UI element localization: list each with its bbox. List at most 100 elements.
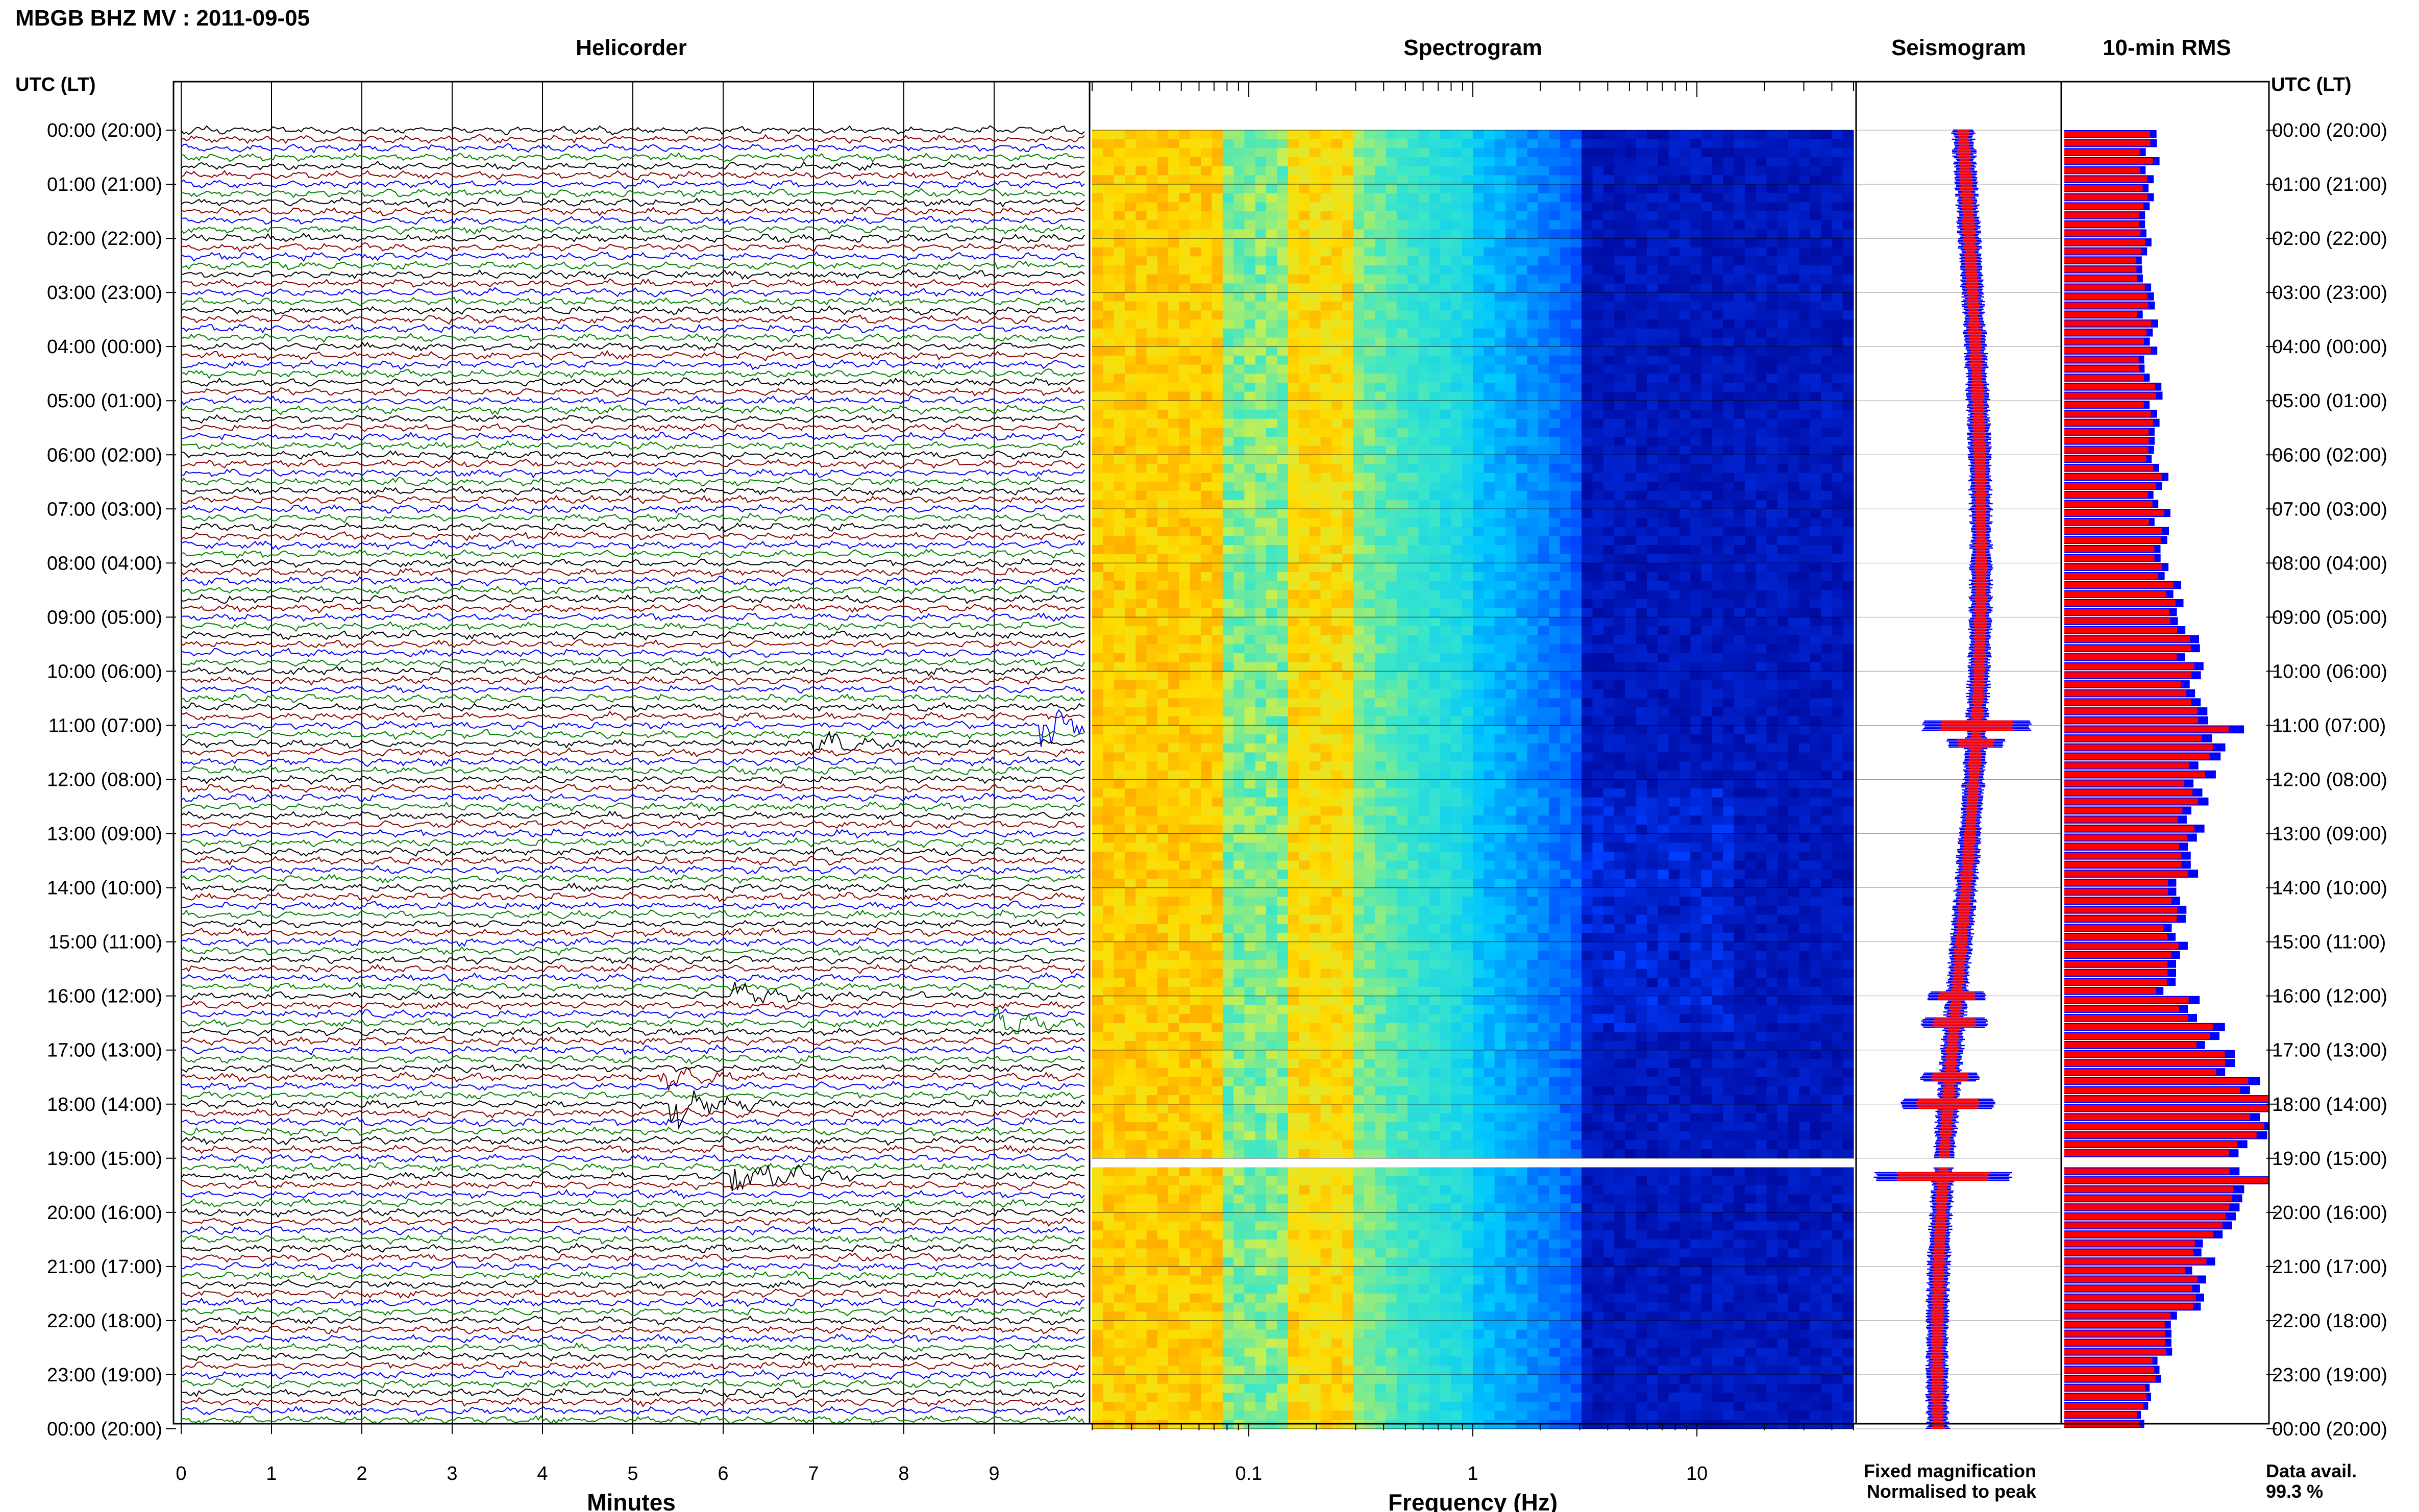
- spectrogram-cell: [1429, 445, 1441, 455]
- spectrogram-cell: [1777, 653, 1789, 663]
- spectrogram-cell: [1168, 644, 1180, 654]
- spectrogram-cell: [1549, 662, 1561, 672]
- spectrogram-cell: [1310, 319, 1321, 329]
- spectrogram-cell: [1549, 635, 1561, 645]
- spectrogram-cell: [1310, 653, 1321, 663]
- spectrogram-cell: [1255, 563, 1267, 573]
- spectrogram-cell: [1560, 283, 1571, 293]
- spectrogram-cell: [1201, 572, 1212, 582]
- spectrogram-cell: [1396, 130, 1408, 140]
- spectrogram-cell: [1668, 319, 1680, 329]
- spectrogram-cell: [1408, 473, 1419, 482]
- spectrogram-cell: [1625, 490, 1637, 501]
- spectrogram-cell: [1810, 292, 1821, 302]
- spectrogram-cell: [1168, 418, 1180, 428]
- spectrogram-cell: [1570, 509, 1582, 518]
- spectrogram-cell: [1288, 283, 1299, 293]
- spectrogram-cell: [1255, 211, 1267, 221]
- spectrogram-cell: [1821, 193, 1832, 203]
- spectrogram-cell: [1386, 391, 1397, 401]
- spectrogram-cell: [1625, 391, 1637, 401]
- spectrogram-cell: [1658, 581, 1669, 590]
- spectrogram-cell: [1821, 473, 1832, 482]
- spectrogram-cell: [1277, 527, 1289, 536]
- spectrogram-cell: [1766, 563, 1778, 573]
- spectrogram-cell: [1103, 734, 1115, 744]
- spectrogram-cell: [1353, 301, 1365, 311]
- spectrogram-cell: [1212, 689, 1223, 699]
- spectrogram-cell: [1331, 211, 1343, 221]
- spectrogram-cell: [1603, 301, 1615, 311]
- spectrogram-cell: [1136, 256, 1147, 266]
- spectrogram-cell: [1418, 382, 1430, 392]
- spectrogram-cell: [1842, 725, 1854, 735]
- spectrogram-cell: [1440, 482, 1451, 491]
- spectrogram-cell: [1440, 671, 1451, 681]
- spectrogram-cell: [1680, 626, 1691, 636]
- spectrogram-cell: [1592, 292, 1604, 302]
- spectrogram-cell: [1136, 184, 1147, 194]
- spectrogram-cell: [1690, 157, 1702, 167]
- spectrogram-cell: [1114, 455, 1125, 464]
- spectrogram-cell: [1527, 283, 1539, 293]
- spectrogram-cell: [1494, 265, 1506, 275]
- spectrogram-cell: [1179, 166, 1191, 176]
- spectrogram-cell: [1201, 490, 1212, 501]
- spectrogram-cell: [1647, 662, 1658, 672]
- spectrogram-cell: [1408, 139, 1419, 148]
- spectrogram-cell: [1462, 698, 1473, 708]
- spectrogram-cell: [1560, 653, 1571, 663]
- spectrogram-cell: [1331, 391, 1343, 401]
- spectrogram-cell: [1320, 355, 1332, 365]
- spectrogram-cell: [1277, 617, 1289, 627]
- spectrogram-cell: [1658, 500, 1669, 509]
- spectrogram-cell: [1212, 211, 1223, 221]
- spectrogram-cell: [1756, 148, 1767, 158]
- spectrogram-cell: [1114, 644, 1125, 654]
- spectrogram-cell: [1190, 590, 1201, 600]
- spectrogram-cell: [1233, 157, 1245, 167]
- spectrogram-cell: [1440, 256, 1451, 266]
- spectrogram-cell: [1636, 157, 1647, 167]
- spectrogram-cell: [1614, 247, 1625, 257]
- spectrogram-cell: [1244, 445, 1256, 455]
- spectrogram-cell: [1462, 500, 1473, 509]
- spectrogram-cell: [1320, 716, 1332, 726]
- spectrogram-cell: [1810, 428, 1821, 437]
- spectrogram-cell: [1179, 509, 1191, 518]
- spectrogram-cell: [1451, 680, 1463, 690]
- spectrogram-cell: [1668, 482, 1680, 491]
- spectrogram-cell: [1103, 310, 1115, 320]
- spectrogram-cell: [1625, 680, 1637, 690]
- spectrogram-cell: [1386, 545, 1397, 555]
- spectrogram-cell: [1592, 563, 1604, 573]
- spectrogram-cell: [1429, 707, 1441, 717]
- spectrogram-cell: [1386, 662, 1397, 672]
- spectrogram-cell: [1647, 374, 1658, 383]
- spectrogram-cell: [1473, 292, 1484, 302]
- spectrogram-cell: [1690, 473, 1702, 482]
- spectrogram-cell: [1701, 563, 1713, 573]
- spectrogram-cell: [1299, 130, 1310, 140]
- spectrogram-cell: [1680, 743, 1691, 753]
- spectrogram-cell: [1756, 445, 1767, 455]
- spectrogram-cell: [1832, 617, 1843, 627]
- spectrogram-cell: [1777, 734, 1789, 744]
- spectrogram-cell: [1647, 355, 1658, 365]
- spectrogram-cell: [1386, 355, 1397, 365]
- helicorder-trace: [181, 1415, 1085, 1426]
- spectrogram-cell: [1310, 193, 1321, 203]
- spectrogram-cell: [1842, 256, 1854, 266]
- spectrogram-cell: [1668, 707, 1680, 717]
- spectrogram-cell: [1603, 401, 1615, 410]
- spectrogram-cell: [1527, 175, 1539, 185]
- spectrogram-cell: [1549, 590, 1561, 600]
- spectrogram-cell: [1668, 382, 1680, 392]
- spectrogram-cell: [1146, 545, 1158, 555]
- spectrogram-cell: [1408, 319, 1419, 329]
- spectrogram-cell: [1603, 292, 1615, 302]
- spectrogram-cell: [1124, 680, 1136, 690]
- spectrogram-cell: [1320, 148, 1332, 158]
- spectrogram-cell: [1766, 545, 1778, 555]
- spectrogram-cell: [1353, 725, 1365, 735]
